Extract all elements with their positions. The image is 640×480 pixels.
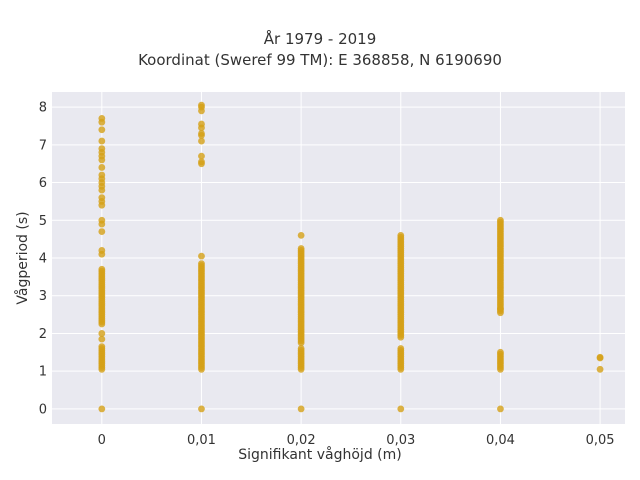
data-point (98, 115, 106, 122)
data-point (596, 353, 604, 361)
data-point (98, 330, 106, 337)
chart-title-line-1: År 1979 - 2019 (263, 30, 377, 48)
x-tick-label: 0,05 (586, 433, 615, 448)
data-point (98, 216, 106, 224)
data-point (198, 158, 205, 166)
data-point (98, 343, 106, 351)
y-tick-label: 6 (39, 176, 47, 191)
data-point (198, 130, 205, 137)
data-point (397, 231, 405, 239)
data-point (198, 101, 205, 109)
data-point (497, 216, 504, 224)
data-point (98, 164, 106, 171)
data-point (98, 171, 106, 179)
y-tick-label: 1 (39, 365, 47, 380)
data-point (297, 345, 305, 352)
data-point (98, 247, 106, 254)
x-tick-label: 0 (98, 433, 106, 448)
data-point (198, 405, 205, 413)
data-point (198, 252, 205, 260)
chart-title-line-2: Koordinat (Sweref 99 TM): E 368858, N 61… (138, 51, 502, 69)
x-tick-label: 0,02 (287, 433, 316, 448)
data-point (98, 126, 106, 134)
data-point (497, 305, 504, 313)
x-axis-label: Signifikant våghöjd (m) (238, 447, 402, 463)
x-tick-label: 0,04 (486, 433, 515, 448)
data-point (98, 405, 106, 413)
data-point (98, 228, 106, 235)
data-point (297, 231, 305, 239)
data-point (198, 152, 205, 160)
data-point (98, 335, 106, 343)
y-tick-label: 0 (39, 402, 47, 417)
data-point (98, 265, 106, 273)
data-point (98, 194, 106, 202)
data-point (198, 260, 205, 268)
x-tick-label: 0,01 (187, 433, 216, 448)
data-point (497, 405, 504, 413)
y-tick-label: 8 (39, 101, 47, 116)
data-point (297, 405, 305, 413)
data-point (198, 120, 205, 128)
data-point (98, 137, 106, 145)
data-point (198, 137, 205, 145)
x-tick-label: 0,03 (386, 433, 415, 448)
data-point (596, 365, 604, 373)
y-tick-label: 4 (39, 252, 47, 267)
data-point (397, 405, 405, 413)
data-point (297, 245, 305, 252)
y-tick-label: 3 (39, 289, 47, 304)
y-tick-label: 2 (39, 327, 47, 342)
data-point (397, 345, 405, 352)
data-point (98, 145, 106, 152)
data-point (497, 348, 504, 356)
y-tick-label: 7 (39, 138, 47, 153)
y-tick-label: 5 (39, 214, 47, 229)
